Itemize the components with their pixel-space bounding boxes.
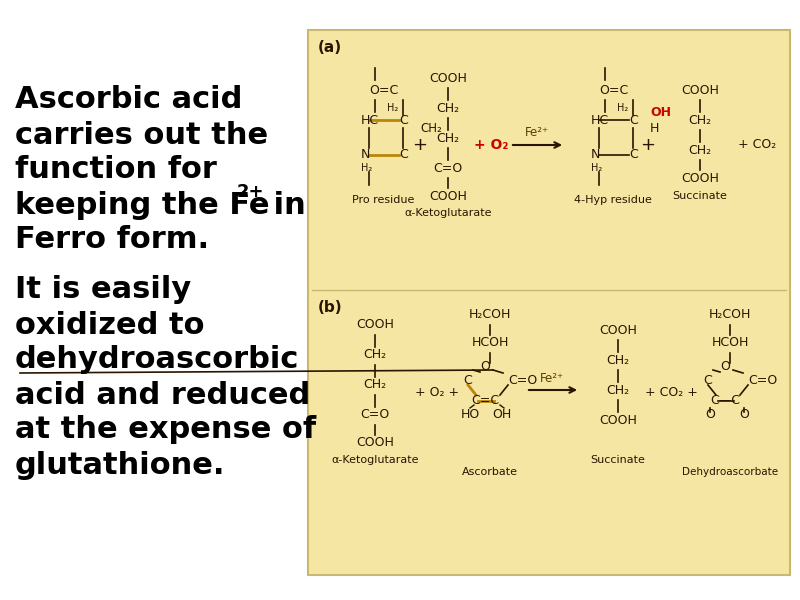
Text: + CO₂: + CO₂: [738, 139, 776, 151]
Text: Ascorbate: Ascorbate: [462, 467, 518, 477]
Text: COOH: COOH: [356, 319, 394, 331]
Text: C: C: [629, 113, 638, 127]
Text: Pro residue: Pro residue: [352, 195, 414, 205]
Text: C—C: C—C: [710, 395, 740, 407]
Text: at the expense of: at the expense of: [15, 415, 316, 445]
Text: O=C: O=C: [599, 83, 628, 97]
Text: OH: OH: [650, 106, 671, 118]
Text: HC: HC: [591, 113, 609, 127]
Text: α-Ketoglutarate: α-Ketoglutarate: [331, 455, 418, 465]
Text: H₂COH: H₂COH: [469, 308, 511, 322]
Text: 2+: 2+: [237, 183, 265, 201]
Text: Ferro form.: Ferro form.: [15, 226, 209, 254]
Text: Fe²⁺: Fe²⁺: [525, 127, 549, 139]
Text: + O₂: + O₂: [474, 138, 508, 152]
Text: HO: HO: [460, 409, 480, 421]
Text: glutathione.: glutathione.: [15, 451, 226, 479]
Text: CH₂: CH₂: [606, 383, 630, 397]
Text: in: in: [263, 191, 306, 220]
Text: O=C: O=C: [369, 83, 398, 97]
Text: C: C: [399, 113, 408, 127]
Text: 4-Hyp residue: 4-Hyp residue: [574, 195, 652, 205]
Text: COOH: COOH: [599, 413, 637, 427]
Text: CH₂: CH₂: [420, 121, 442, 134]
Text: COOH: COOH: [356, 437, 394, 449]
Text: +: +: [413, 136, 427, 154]
Text: carries out the: carries out the: [15, 121, 268, 149]
Text: function for: function for: [15, 155, 217, 185]
FancyBboxPatch shape: [308, 30, 790, 575]
Text: COOH: COOH: [681, 83, 719, 97]
Text: + CO₂ +: + CO₂ +: [645, 385, 698, 398]
Text: COOH: COOH: [599, 323, 637, 337]
Text: (a): (a): [318, 40, 342, 55]
Text: Succinate: Succinate: [590, 455, 646, 465]
Text: + O₂ +: + O₂ +: [415, 385, 459, 398]
Text: C: C: [399, 148, 408, 161]
Text: COOH: COOH: [429, 71, 467, 85]
Text: C=O: C=O: [434, 161, 462, 175]
Text: COOH: COOH: [681, 172, 719, 185]
Text: α-Ketoglutarate: α-Ketoglutarate: [404, 208, 492, 218]
Text: HCOH: HCOH: [711, 337, 749, 349]
Text: dehydroascorbic: dehydroascorbic: [15, 346, 299, 374]
Text: HCOH: HCOH: [471, 337, 509, 349]
Text: oxidized to: oxidized to: [15, 311, 205, 340]
Text: Fe²⁺: Fe²⁺: [540, 371, 564, 385]
Text: OH: OH: [492, 409, 512, 421]
Text: +: +: [641, 136, 655, 154]
Text: C: C: [704, 373, 712, 386]
Text: H₂: H₂: [617, 103, 628, 113]
Text: C: C: [464, 373, 472, 386]
Text: HC: HC: [361, 113, 379, 127]
Text: C: C: [629, 148, 638, 161]
Text: CH₂: CH₂: [437, 101, 459, 115]
Text: O: O: [480, 361, 490, 373]
Text: C=C: C=C: [471, 395, 499, 407]
Text: keeping the Fe: keeping the Fe: [15, 191, 270, 220]
Text: CH₂: CH₂: [363, 379, 386, 391]
Text: CH₂: CH₂: [363, 349, 386, 361]
Text: CH₂: CH₂: [606, 353, 630, 367]
Text: acid and reduced: acid and reduced: [15, 380, 310, 409]
Text: COOH: COOH: [429, 190, 467, 202]
Text: C=O: C=O: [360, 409, 390, 421]
Text: CH₂: CH₂: [689, 113, 711, 127]
Text: It is easily: It is easily: [15, 275, 191, 304]
Text: CH₂: CH₂: [689, 143, 711, 157]
Text: H₂COH: H₂COH: [709, 308, 751, 322]
Text: H: H: [650, 121, 659, 134]
Text: O: O: [705, 409, 715, 421]
Text: CH₂: CH₂: [437, 131, 459, 145]
Text: (b): (b): [318, 301, 342, 316]
Text: N: N: [361, 148, 370, 161]
Text: C=O: C=O: [748, 373, 778, 386]
Text: O: O: [739, 409, 749, 421]
Text: H₂: H₂: [387, 103, 398, 113]
Text: Succinate: Succinate: [673, 191, 727, 201]
Text: Dehydroascorbate: Dehydroascorbate: [682, 467, 778, 477]
Text: C=O: C=O: [508, 373, 538, 386]
Text: O: O: [720, 361, 730, 373]
Text: N: N: [591, 148, 600, 161]
Text: Ascorbic acid: Ascorbic acid: [15, 85, 242, 115]
Text: H₂: H₂: [361, 163, 372, 173]
Text: H₂: H₂: [591, 163, 602, 173]
